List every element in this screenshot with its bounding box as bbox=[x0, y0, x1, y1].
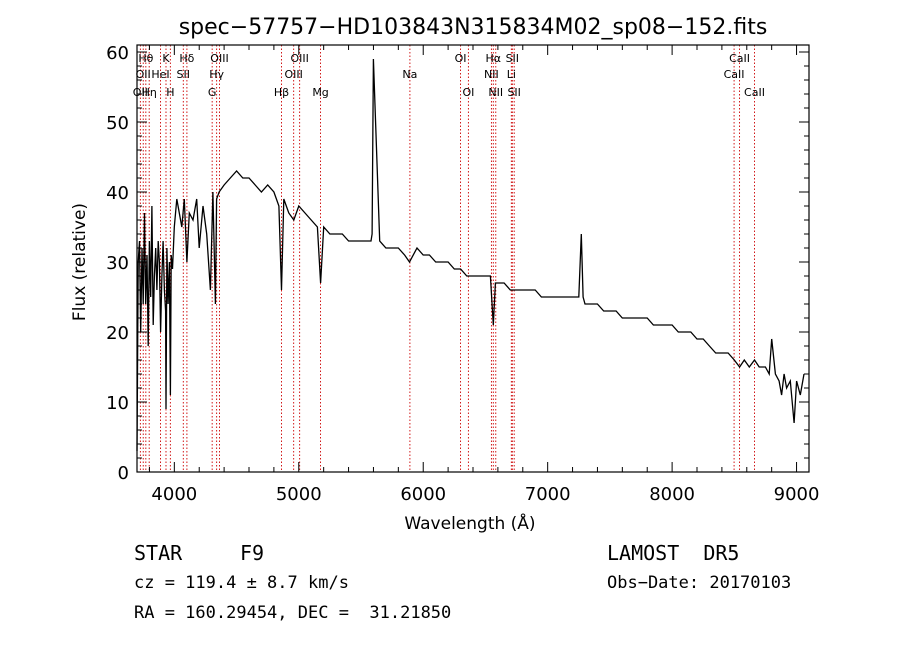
spectral-line-label-11: OIII bbox=[210, 52, 228, 65]
object-class-label: STAR bbox=[134, 541, 183, 565]
spectral-line-label-27: CaII bbox=[744, 86, 765, 99]
y-tick-label-3: 30 bbox=[106, 253, 129, 274]
spectral-line-label-4: HeI bbox=[151, 68, 169, 81]
spectral-line-label-12: Hβ bbox=[274, 86, 289, 99]
coordinates-label: RA = 160.29454, DEC = 31.21850 bbox=[134, 603, 452, 623]
subclass-label: F9 bbox=[240, 541, 265, 565]
plot-frame bbox=[136, 44, 810, 473]
spectral-line-label-18: OI bbox=[462, 86, 474, 99]
chart-title: spec−57757−HD103843N315834M02_sp08−152.f… bbox=[179, 15, 768, 40]
spectral-line-label-19: NII bbox=[484, 68, 499, 81]
obs-date-label: Obs−Date: 20170103 bbox=[607, 573, 792, 593]
survey-label: LAMOST DR5 bbox=[607, 541, 740, 565]
spectral-line-label-3: Hη bbox=[142, 86, 157, 99]
y-tick-label-1: 10 bbox=[106, 393, 129, 414]
x-tick-label-3: 7000 bbox=[525, 484, 571, 505]
x-tick-label-0: 4000 bbox=[151, 484, 197, 505]
axis-tick-labels: 4000 5000 6000 7000 8000 9000 0 10 20 30 40 50 60 bbox=[106, 43, 819, 505]
spectral-line-label-7: SII bbox=[177, 68, 190, 81]
spectral-line-label-13: OIII bbox=[284, 68, 302, 81]
spectral-line-label-20: Hα bbox=[486, 52, 502, 65]
spectral-line-label-24: SII bbox=[507, 86, 520, 99]
x-tick-label-4: 8000 bbox=[649, 484, 695, 505]
axis-ticks bbox=[137, 45, 809, 473]
x-tick-label-5: 9000 bbox=[774, 484, 820, 505]
spectral-line-label-9: G bbox=[208, 86, 217, 99]
spectrum-series-line bbox=[136, 58, 805, 452]
y-tick-label-0: 0 bbox=[118, 463, 129, 484]
spectral-line-label-10: Hγ bbox=[209, 68, 224, 81]
spectral-line-label-23: SII bbox=[506, 52, 519, 65]
spectral-line-label-8: Hδ bbox=[179, 52, 194, 65]
redshift-label: cz = 119.4 ± 8.7 km/s bbox=[134, 573, 349, 593]
spectral-line-label-1: OII bbox=[136, 68, 151, 81]
spectral-line-markers bbox=[139, 45, 755, 472]
y-tick-label-4: 40 bbox=[106, 183, 129, 204]
spectral-line-label-17: OI bbox=[455, 52, 467, 65]
spectral-line-label-25: CaII bbox=[724, 68, 745, 81]
x-axis-label: Wavelength (Å) bbox=[404, 512, 535, 534]
x-tick-label-2: 6000 bbox=[400, 484, 446, 505]
y-tick-label-5: 50 bbox=[106, 113, 129, 134]
spectral-line-labels: OIIOIIHθHηHeIKHSIIHδGHγOIIIHβOIIIOIIIMgN… bbox=[133, 52, 765, 99]
spectral-line-label-5: K bbox=[162, 52, 170, 65]
spectral-line-label-14: OIII bbox=[290, 52, 308, 65]
x-tick-label-1: 5000 bbox=[276, 484, 322, 505]
y-tick-label-2: 20 bbox=[106, 323, 129, 344]
spectral-line-label-16: Na bbox=[402, 68, 417, 81]
spectral-line-label-2: Hθ bbox=[138, 52, 153, 65]
spectral-line-label-21: NII bbox=[488, 86, 503, 99]
spectral-line-label-15: Mg bbox=[312, 86, 328, 99]
spectral-line-label-22: Li bbox=[507, 68, 516, 81]
y-tick-label-6: 60 bbox=[106, 43, 129, 64]
spectral-line-label-6: H bbox=[166, 86, 174, 99]
spectral-line-label-26: CaII bbox=[729, 52, 750, 65]
y-axis-label: Flux (relative) bbox=[70, 203, 90, 321]
